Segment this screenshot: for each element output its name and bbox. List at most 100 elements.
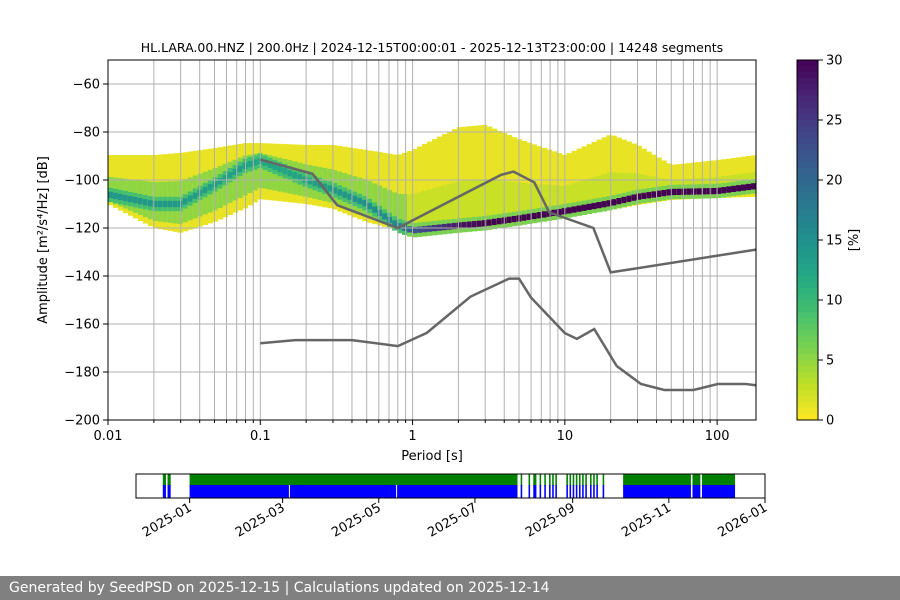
colorbar-segment — [797, 192, 818, 199]
colorbar-segment — [797, 300, 818, 307]
used-segment — [623, 485, 691, 498]
density-mode — [571, 206, 578, 213]
colorbar-tick-label: 5 — [826, 354, 834, 369]
density-mode — [117, 193, 124, 201]
density-mode — [441, 223, 448, 231]
density-envelope — [486, 126, 493, 228]
density-mode — [586, 203, 593, 211]
density-inner-band — [446, 183, 453, 231]
colorbar-segment — [797, 138, 818, 145]
density-mode — [287, 170, 293, 177]
density-envelope — [496, 130, 503, 228]
density-inner-band — [556, 185, 563, 216]
density-envelope — [476, 125, 483, 230]
density-mode — [656, 190, 662, 197]
high-noise-model-line — [259, 158, 757, 274]
used-segment — [539, 485, 542, 498]
density-mode — [122, 194, 129, 202]
density-mode — [601, 201, 607, 208]
colorbar-segment — [797, 246, 818, 253]
timeline-tick-label: 2026-01 — [715, 500, 770, 540]
density-envelope — [551, 151, 558, 218]
y-tick-label: −180 — [64, 366, 100, 381]
density-mode — [626, 195, 632, 202]
used-segment — [602, 485, 605, 498]
colorbar-segment — [797, 216, 818, 223]
used-segment — [528, 485, 531, 498]
density-envelope — [591, 141, 597, 212]
density-mode — [561, 208, 568, 215]
available-segment — [555, 474, 557, 486]
density-envelope — [561, 154, 568, 216]
colorbar-segment — [797, 96, 818, 103]
density-mode — [232, 168, 239, 176]
colorbar-segment — [797, 318, 818, 325]
density-mode — [377, 209, 383, 217]
colorbar-segment — [797, 258, 818, 265]
used-segment — [162, 485, 166, 498]
colorbar-segment — [797, 234, 818, 241]
density-mode — [496, 218, 503, 225]
available-segment — [552, 474, 554, 486]
density-envelope — [397, 154, 403, 231]
colorbar-tick-label: 30 — [826, 54, 843, 69]
density-inner-band — [601, 174, 607, 209]
density-mode — [342, 191, 348, 198]
colorbar-segment — [797, 282, 818, 289]
colorbar-segment — [797, 66, 818, 73]
density-inner-band — [422, 190, 428, 232]
colorbar-segment — [797, 414, 818, 421]
density-mode — [387, 216, 393, 224]
density-mode — [621, 196, 627, 204]
density-mode — [207, 184, 214, 191]
low-noise-model-line — [260, 277, 757, 392]
density-mode — [461, 221, 468, 229]
colorbar-tick-label: 10 — [826, 294, 843, 309]
density-mode — [252, 159, 259, 166]
density-mode — [182, 198, 189, 205]
colorbar-segment — [797, 90, 818, 97]
density-mode — [526, 213, 533, 220]
available-segment — [572, 474, 575, 486]
density-mode — [217, 178, 224, 185]
colorbar-segment — [797, 150, 818, 157]
density-mode — [167, 200, 174, 208]
density-mode — [456, 222, 463, 229]
density-mode — [367, 202, 373, 210]
chart-title: HL.LARA.00.HNZ | 200.0Hz | 2024-12-15T00… — [141, 40, 723, 55]
density-envelope — [576, 148, 583, 214]
available-segment — [602, 474, 605, 486]
density-mode — [302, 176, 308, 183]
used-segment — [167, 485, 171, 498]
timeline-tick-label: 2025-01 — [140, 500, 195, 540]
colorbar-segment — [797, 180, 818, 187]
density-inner-band — [466, 180, 473, 229]
footer-text: Generated by SeedPSD on 2025-12-15 | Cal… — [0, 576, 900, 600]
available-segment — [533, 474, 537, 486]
density-inner-band — [491, 179, 498, 226]
density-mode — [741, 184, 747, 191]
density-mode — [157, 200, 164, 208]
density-mode — [581, 204, 588, 211]
density-mode — [262, 159, 269, 166]
density-inner-band — [267, 155, 273, 190]
colorbar-segment — [797, 330, 818, 337]
density-mode — [556, 208, 563, 216]
timeline-tick-label: 2025-03 — [233, 500, 288, 540]
density-mode — [108, 191, 114, 199]
available-segment — [189, 474, 518, 486]
colorbar-segment — [797, 408, 818, 415]
density-inner-band — [606, 172, 612, 209]
density-mode — [362, 200, 368, 207]
available-segment — [520, 474, 523, 486]
density-mode — [531, 212, 538, 220]
colorbar-segment — [797, 162, 818, 169]
density-mode — [706, 188, 712, 195]
y-tick-label: −200 — [64, 414, 100, 429]
density-mode — [486, 219, 493, 226]
colorbar-segment — [797, 102, 818, 109]
density-mode — [247, 161, 254, 168]
density-inner-band — [471, 179, 478, 229]
density-inner-band — [377, 185, 383, 222]
used-segment — [549, 485, 551, 498]
